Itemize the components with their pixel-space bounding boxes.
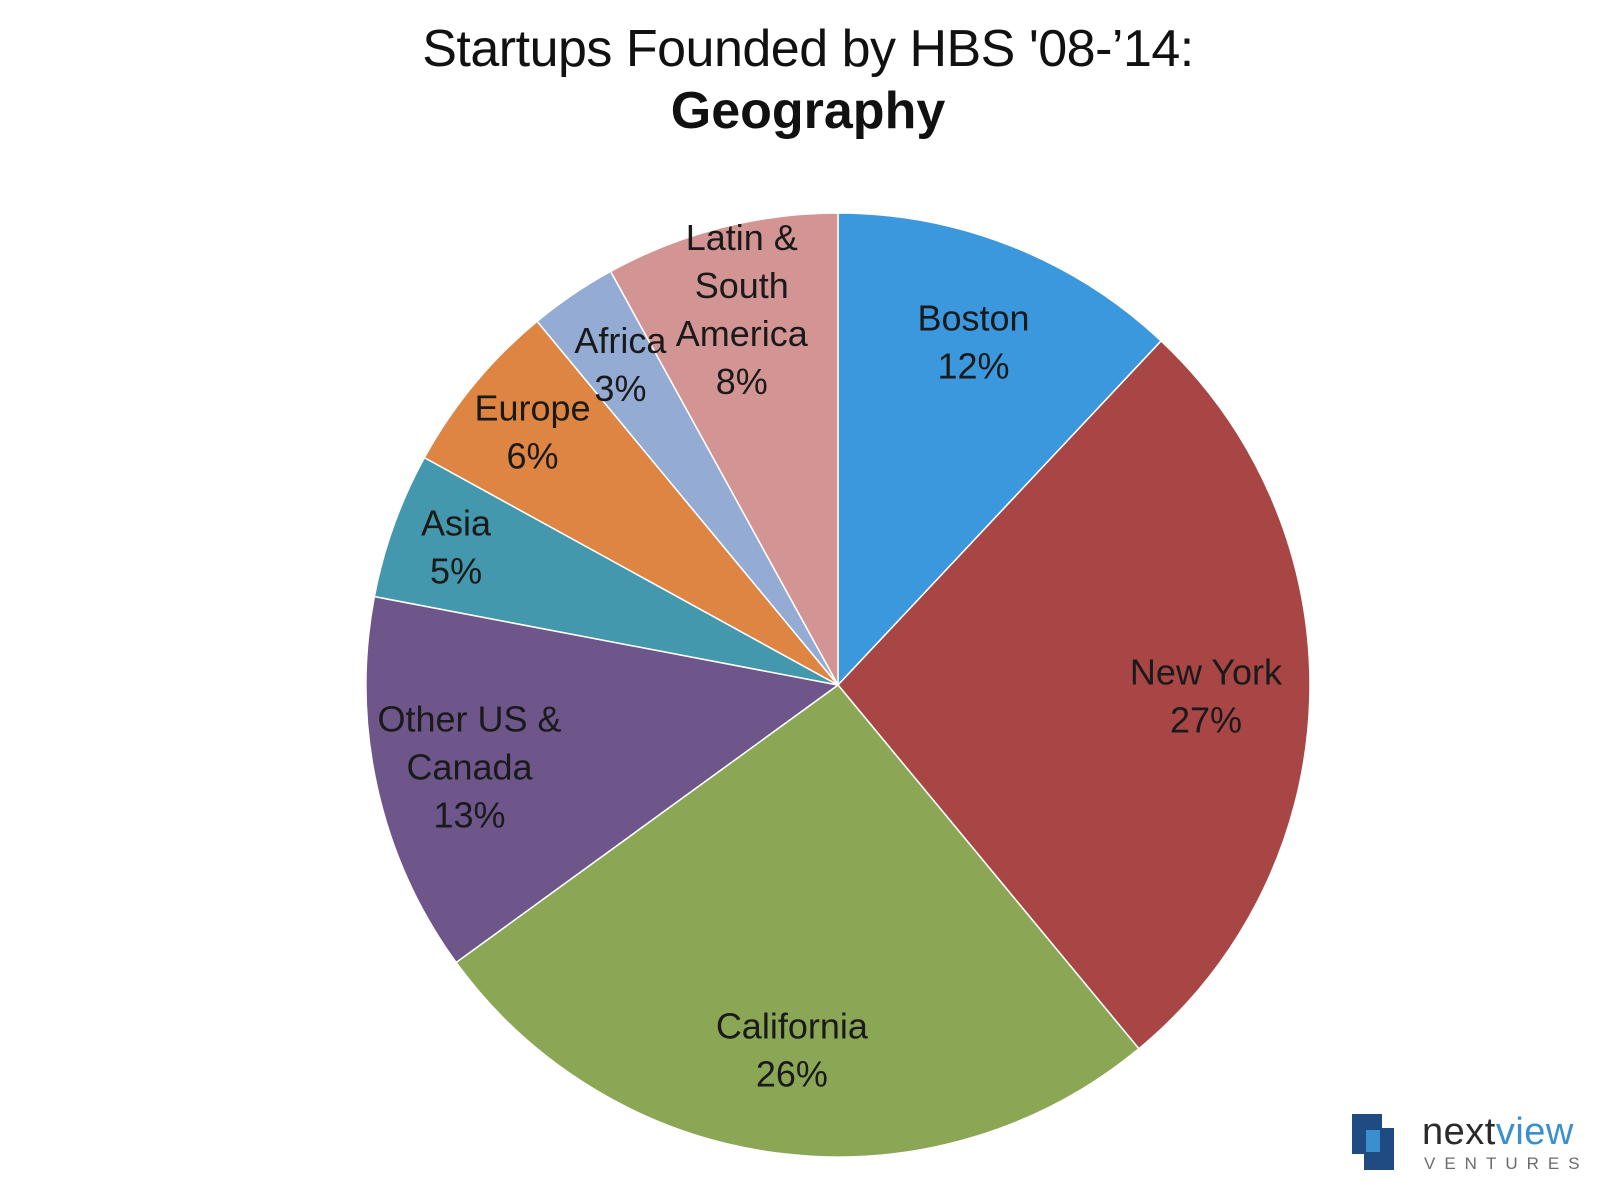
slice-label: Boston 12% — [917, 298, 1029, 387]
slice-category-label: America — [676, 313, 809, 354]
logo-word-main: next — [1422, 1111, 1496, 1153]
pie-slice-europe — [423, 320, 839, 686]
slice-label: Africa 3% — [574, 320, 667, 409]
slice-label: California 26% — [716, 1005, 869, 1094]
nextview-ventures-logo: nextview VENTURES — [1352, 1112, 1592, 1176]
pie-slices — [365, 212, 1311, 1158]
slice-category-label: Other US & — [377, 698, 561, 739]
slice-category-label: Boston — [917, 298, 1029, 339]
slice-category-label: Europe — [474, 387, 590, 428]
slice-label: New York 27% — [1130, 652, 1283, 741]
slice-label: Europe 6% — [474, 387, 590, 476]
logo-mark-icon — [1352, 1114, 1394, 1170]
slice-category-label: New York — [1130, 652, 1283, 693]
pie-labels: Boston 12% New York 27% California 26% Other U… — [377, 217, 1283, 1094]
slice-value-label: 5% — [430, 550, 482, 591]
slice-category-label: California — [716, 1005, 869, 1046]
slice-category-label: South — [695, 265, 789, 306]
logo-subtitle: VENTURES — [1424, 1154, 1589, 1173]
slice-category-label: Asia — [421, 502, 492, 543]
slice-value-label: 26% — [756, 1053, 828, 1094]
pie-slice-asia — [373, 456, 839, 686]
chart-subtitle: Geography — [670, 82, 946, 140]
slice-value-label: 8% — [716, 361, 768, 402]
slice-value-label: 6% — [506, 435, 558, 476]
logo-wordmark: nextview — [1422, 1112, 1574, 1152]
pie-slice-new-york — [837, 339, 1311, 1050]
chart-title: Startups Founded by HBS '08-’14: — [422, 20, 1194, 78]
slice-category-label: Canada — [406, 746, 533, 787]
slice-value-label: 3% — [594, 368, 646, 409]
chart-title-block: Startups Founded by HBS '08-’14: Geograp… — [0, 18, 1616, 142]
pie-slice-california — [455, 683, 1140, 1158]
slice-category-label: Africa — [574, 320, 667, 361]
slice-label: Other US & Canada 13% — [377, 698, 561, 835]
slice-value-label: 13% — [433, 794, 505, 835]
slice-label: Asia 5% — [421, 502, 492, 591]
logo-word-accent: view — [1495, 1111, 1574, 1153]
slice-value-label: 12% — [937, 346, 1009, 387]
pie-slice-latin-south-america — [609, 212, 839, 686]
pie-slice-boston — [837, 212, 1163, 687]
pie-slice-other-us-canada — [365, 595, 840, 964]
slice-category-label: Latin & — [686, 217, 798, 258]
slice-value-label: 27% — [1170, 700, 1242, 741]
slice-label: Latin & South America 8% — [676, 217, 809, 402]
